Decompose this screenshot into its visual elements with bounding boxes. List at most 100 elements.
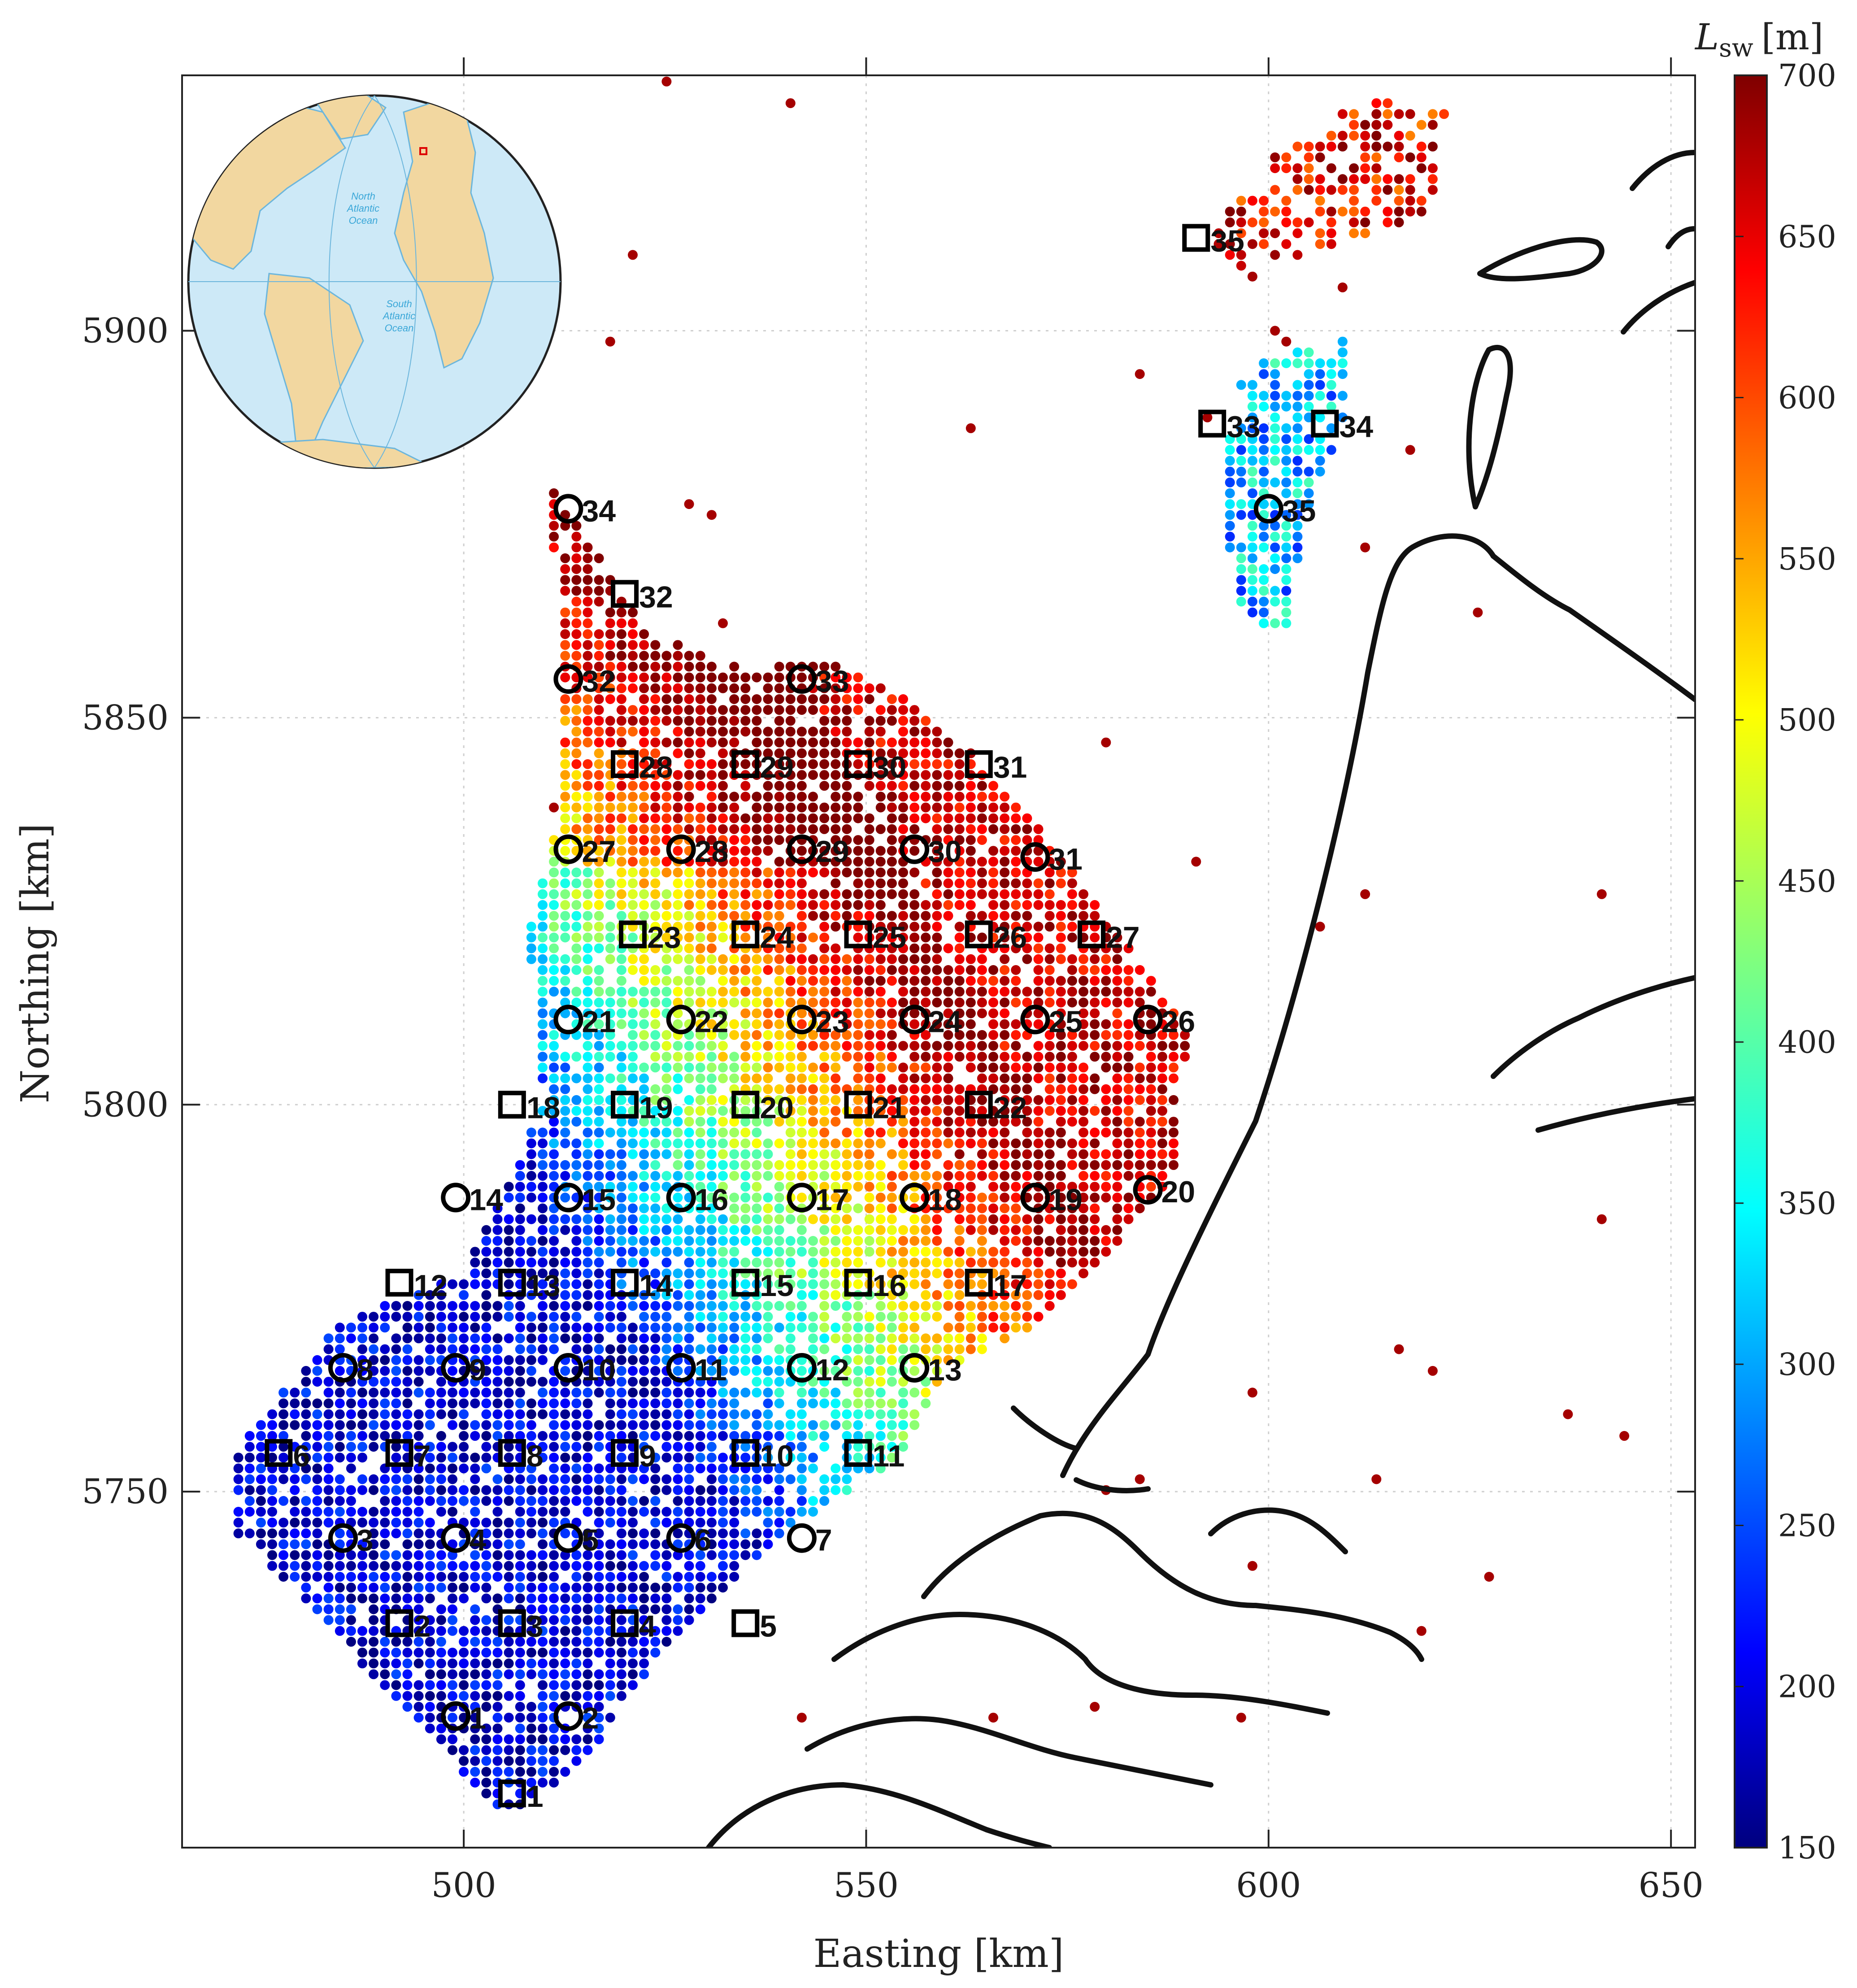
data-point (583, 1539, 593, 1549)
data-point (571, 1648, 582, 1658)
data-point (560, 1062, 570, 1073)
data-point (875, 1019, 886, 1029)
data-point (639, 1507, 649, 1517)
data-point (909, 1214, 920, 1224)
data-point (842, 1398, 852, 1409)
data-point (639, 1626, 649, 1636)
data-point (492, 1756, 503, 1766)
data-point (1337, 109, 1348, 119)
data-point (887, 1019, 897, 1029)
data-point (977, 1279, 987, 1289)
data-point (661, 1550, 672, 1560)
data-point (864, 1149, 874, 1159)
data-point (616, 792, 626, 802)
circle-station-marker (787, 1005, 817, 1035)
data-point (842, 813, 852, 823)
data-point (1000, 1225, 1010, 1235)
data-point (1236, 499, 1246, 509)
data-point (267, 1474, 277, 1484)
data-point (605, 857, 615, 867)
data-point (594, 1073, 604, 1083)
data-point (954, 976, 965, 986)
square-station-label: 11 (873, 1439, 905, 1473)
data-point (1056, 922, 1066, 932)
data-point (605, 1539, 615, 1549)
data-point (594, 1431, 604, 1441)
data-point (549, 1247, 559, 1257)
data-point (875, 1008, 886, 1018)
data-point (492, 1691, 503, 1701)
data-point (875, 1160, 886, 1170)
data-point (965, 1062, 976, 1073)
data-point (1247, 531, 1257, 542)
data-point (1000, 824, 1010, 834)
data-point (740, 1062, 751, 1073)
data-point (470, 1322, 480, 1333)
data-point (819, 1171, 830, 1181)
data-point (740, 1409, 751, 1419)
data-point (706, 781, 717, 791)
data-point (1304, 391, 1314, 401)
data-point (1022, 911, 1032, 921)
data-point (988, 997, 998, 1008)
data-point (1281, 336, 1292, 347)
data-point (571, 1691, 582, 1701)
data-point (1236, 553, 1246, 563)
data-point (323, 1377, 334, 1387)
data-point (481, 1658, 491, 1669)
data-point (864, 1030, 874, 1040)
data-point (898, 1073, 908, 1083)
data-point (312, 1431, 322, 1441)
data-point (369, 1572, 379, 1582)
data-point (639, 1539, 649, 1549)
data-point (1101, 954, 1111, 964)
data-point (628, 1117, 638, 1127)
data-point (695, 997, 705, 1008)
data-point (1022, 900, 1032, 910)
data-point (887, 1377, 897, 1387)
data-point (549, 1138, 559, 1148)
data-point (560, 1388, 570, 1398)
data-point (278, 1496, 289, 1506)
square-station-marker (619, 920, 647, 948)
data-point (1281, 531, 1292, 542)
data-point (1056, 1030, 1066, 1040)
data-point (864, 1073, 874, 1083)
data-point (594, 1127, 604, 1138)
data-point (583, 1355, 593, 1365)
data-point (1079, 1084, 1088, 1094)
data-point (954, 1019, 965, 1029)
data-point (740, 1095, 751, 1105)
data-point (774, 1377, 784, 1387)
data-point (538, 1593, 548, 1604)
data-point (808, 1095, 818, 1105)
data-point (571, 1561, 582, 1571)
data-point (549, 1723, 559, 1734)
data-point (785, 1442, 796, 1452)
data-point (706, 965, 717, 975)
data-point (549, 1398, 559, 1409)
data-point (628, 792, 638, 802)
data-point (831, 1171, 841, 1181)
data-point (921, 1279, 931, 1289)
square-station-marker (731, 920, 760, 948)
data-point (481, 1409, 491, 1419)
data-point (594, 1723, 604, 1734)
data-point (1000, 878, 1010, 888)
data-point (853, 1333, 863, 1344)
data-point (684, 1453, 694, 1463)
data-point (1011, 1236, 1021, 1246)
data-point (538, 1572, 548, 1582)
data-point (1247, 434, 1257, 444)
data-point (898, 1171, 908, 1181)
data-point (875, 1409, 886, 1419)
data-point (560, 705, 570, 715)
data-point (639, 997, 649, 1008)
data-point (1292, 217, 1303, 227)
data-point (774, 1138, 784, 1148)
data-point (785, 878, 796, 888)
data-point (1022, 1225, 1032, 1235)
data-point (887, 1290, 897, 1300)
data-point (796, 1474, 807, 1484)
data-point (661, 1453, 672, 1463)
